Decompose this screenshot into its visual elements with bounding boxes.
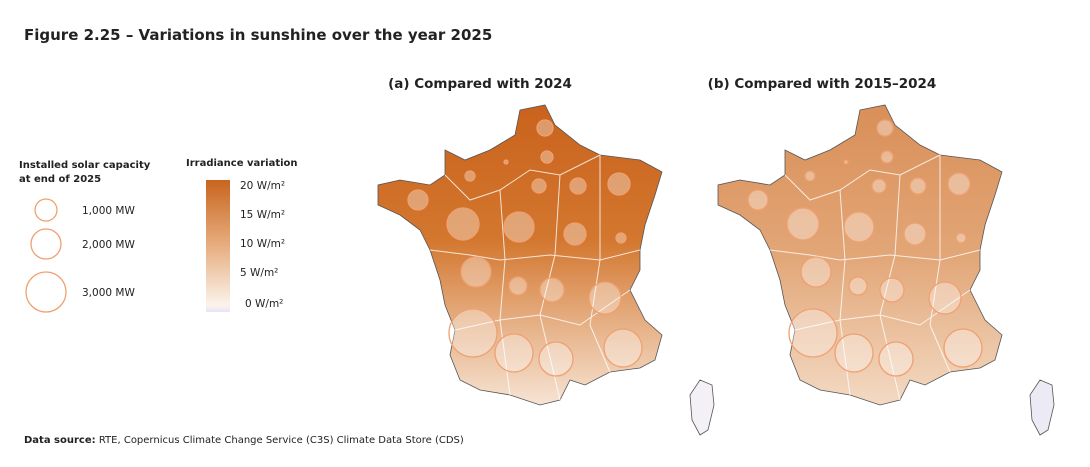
irradiance-legend: Irradiance variation 20 W/m² 15 W/m² 10 … xyxy=(186,158,298,312)
panel-title: (a) Compared with 2024 xyxy=(388,76,572,92)
legend-label: 10 W/m² xyxy=(240,238,285,250)
legend-title: Installed solar capacity xyxy=(19,160,151,171)
legend-label: 5 W/m² xyxy=(240,267,278,279)
source-label: Data source: xyxy=(24,435,96,446)
legend-label: 20 W/m² xyxy=(240,180,285,192)
map-b xyxy=(717,104,1055,436)
panel-title: (b) Compared with 2015–2024 xyxy=(708,76,937,92)
legend-label: 15 W/m² xyxy=(240,209,285,221)
legend-label: 2,000 MW xyxy=(82,239,135,251)
source-text: RTE, Copernicus Climate Change Service (… xyxy=(99,435,464,446)
legend-title: at end of 2025 xyxy=(19,174,101,185)
source: Data source: RTE, Copernicus Climate Cha… xyxy=(24,435,464,446)
legend-label: 3,000 MW xyxy=(82,287,135,299)
title: Figure 2.25 – Variations in sunshine ove… xyxy=(24,26,492,44)
legend-label: 0 W/m² xyxy=(245,298,283,310)
legend-label: 1,000 MW xyxy=(82,205,135,217)
capacity-legend: Installed solar capacity at end of 2025 … xyxy=(19,160,151,313)
map-a xyxy=(377,104,715,436)
legend-title: Irradiance variation xyxy=(186,158,298,169)
